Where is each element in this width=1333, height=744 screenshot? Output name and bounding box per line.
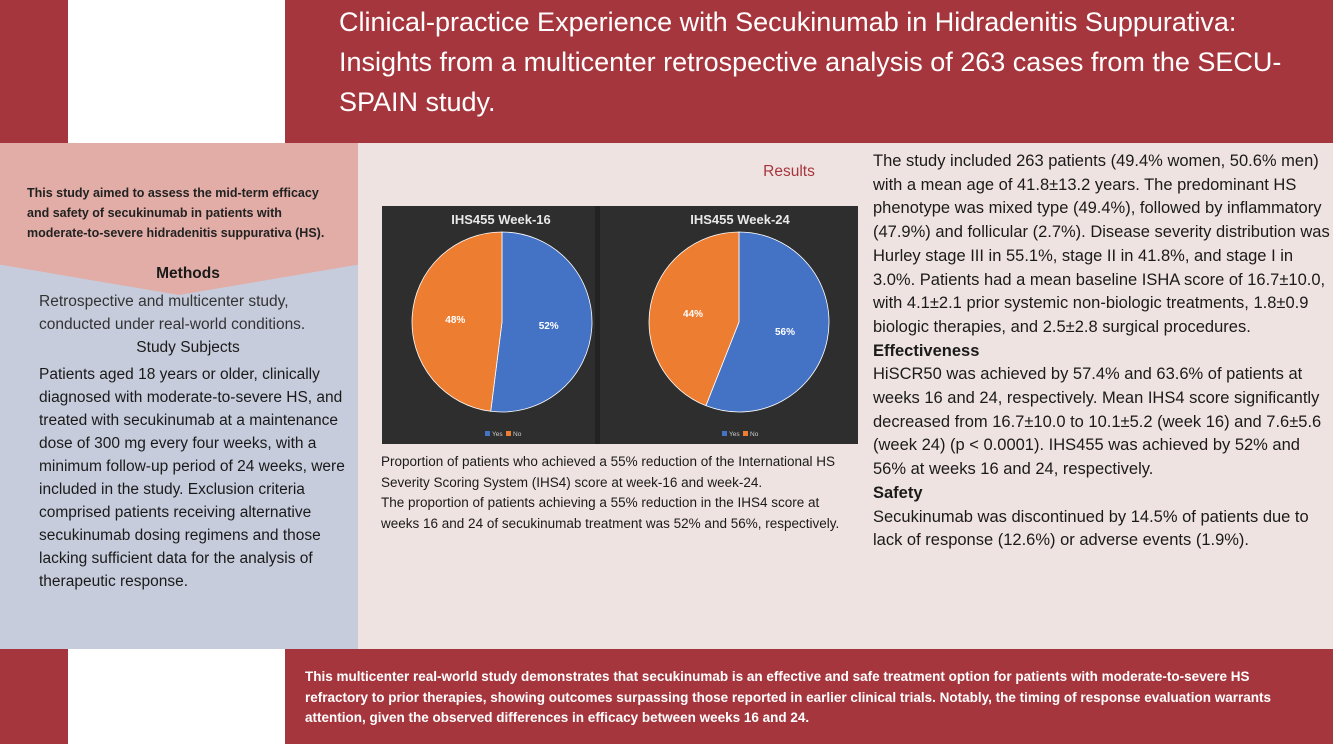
chart-title-week16: IHS455 Week-16 — [451, 212, 551, 227]
effectiveness-text: HiSCR50 was achieved by 57.4% and 63.6% … — [873, 365, 1322, 479]
left-panel: This study aimed to assess the mid-term … — [0, 143, 358, 649]
chart-divider — [595, 206, 600, 444]
pie-slice-yes-1 — [705, 231, 830, 413]
pie-slice-yes-0 — [490, 231, 593, 413]
pie-label-yes-0: 52% — [539, 321, 559, 332]
methods-heading: Methods — [156, 265, 220, 282]
conclusion-text: This multicenter real-world study demons… — [305, 669, 1271, 725]
results-heading: Results — [763, 163, 815, 180]
safety-text: Secukinumab was discontinued by 14.5% of… — [873, 507, 1309, 550]
conclusion-white-block — [68, 649, 285, 744]
pie-label-no-1: 44% — [683, 309, 703, 320]
aim-shape — [0, 143, 358, 295]
pie-slice-no-0 — [411, 231, 503, 412]
effectiveness-heading: Effectiveness — [873, 341, 980, 360]
legend-swatch-no-0 — [506, 431, 511, 436]
figure-caption: Proportion of patients who achieved a 55… — [381, 452, 851, 534]
pie-label-yes-1: 56% — [775, 327, 795, 338]
banner-white-block — [68, 0, 285, 143]
legend-label-yes-0: Yes — [492, 431, 503, 438]
pie-charts: 52% 48% Yes No 56% 44% Yes No — [411, 231, 830, 438]
study-subjects-heading: Study Subjects — [136, 339, 240, 356]
chart-title-week24: IHS455 Week-24 — [690, 212, 790, 227]
legend-label-no-1: No — [750, 431, 759, 438]
poster-title: Clinical-practice Experience with Secuki… — [339, 7, 1282, 117]
caption-line-2: The proportion of patients achieving a 5… — [381, 495, 840, 531]
results-summary: The study included 263 patients (49.4% w… — [873, 152, 1330, 336]
legend-swatch-yes-0 — [485, 431, 490, 436]
legend-swatch-yes-1 — [722, 431, 727, 436]
study-aim: This study aimed to assess the mid-term … — [27, 186, 325, 240]
legend-swatch-no-1 — [743, 431, 748, 436]
legend-label-yes-1: Yes — [729, 431, 740, 438]
legend-label-no-0: No — [513, 431, 522, 438]
safety-heading: Safety — [873, 483, 923, 502]
results-column: The study included 263 patients (49.4% w… — [873, 150, 1333, 553]
pie-label-no-0: 48% — [445, 315, 465, 326]
pie-slice-no-1 — [648, 231, 740, 407]
methods-text: Retrospective and multicenter study, con… — [39, 293, 306, 333]
study-subjects-text: Patients aged 18 years or older, clinica… — [39, 366, 345, 590]
caption-line-1: Proportion of patients who achieved a 55… — [381, 454, 836, 490]
